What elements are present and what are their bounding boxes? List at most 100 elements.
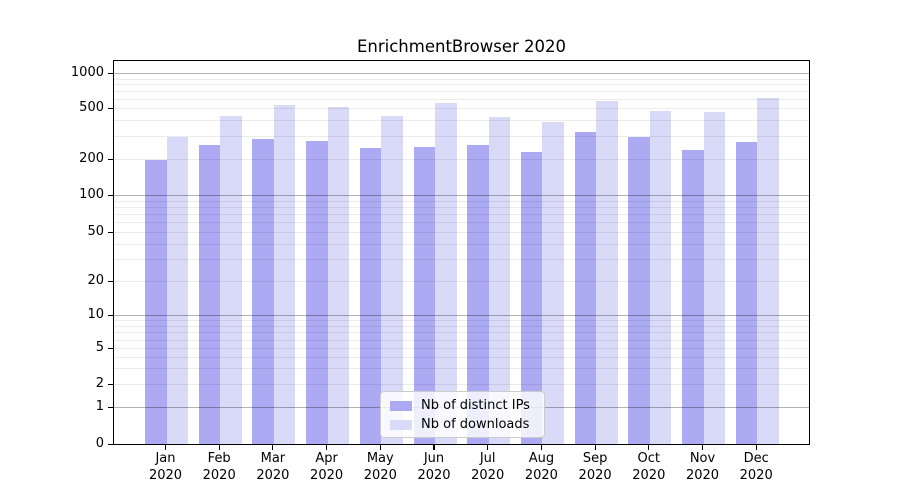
x-tick-label-may: May 2020 [363, 451, 397, 483]
legend: Nb of distinct IPs Nb of downloads [380, 391, 545, 438]
y-gridline-minor-20 [114, 280, 809, 282]
y-gridline-minor-2 [114, 384, 809, 386]
y-tick-label-1000: 1000 [70, 65, 104, 81]
y-gridline-minor-30 [114, 259, 809, 261]
y-gridline-major-10 [114, 315, 809, 317]
y-tick-label-5: 5 [95, 340, 104, 356]
bar-nb-of-downloads-feb [220, 115, 242, 444]
y-gridline-minor-200 [114, 159, 809, 160]
bar-nb-of-distinct-ips-mar [252, 138, 274, 444]
y-gridline-minor-300 [114, 136, 809, 138]
y-gridline-minor-8 [114, 325, 809, 327]
bar-nb-of-downloads-sep [596, 100, 618, 444]
bar-nb-of-downloads-may [381, 115, 403, 444]
y-gridline-minor-50 [114, 232, 809, 233]
y-tick-mark-10 [108, 315, 113, 317]
y-tick-mark-5 [108, 348, 113, 350]
x-tick-mark-jul [487, 445, 489, 450]
x-tick-label-jun: Jun 2020 [417, 451, 451, 483]
y-tick-label-50: 50 [87, 224, 104, 239]
y-gridline-minor-600 [114, 98, 809, 100]
bar-nb-of-downloads-nov [703, 111, 725, 444]
y-tick-mark-2 [108, 384, 113, 386]
x-tick-mark-may [379, 445, 381, 450]
x-tick-mark-apr [326, 445, 328, 450]
y-gridline-minor-500 [114, 107, 809, 109]
y-gridline-minor-900 [114, 78, 809, 80]
bar-nb-of-distinct-ips-oct [628, 136, 650, 444]
legend-swatch-distinct-ips [390, 400, 412, 411]
x-tick-mark-jun [433, 445, 435, 450]
bar-nb-of-downloads-jan [166, 136, 188, 444]
bar-nb-of-downloads-aug [542, 122, 564, 444]
y-tick-mark-100 [108, 195, 113, 197]
y-tick-mark-1000 [108, 73, 113, 75]
x-tick-mark-oct [648, 445, 650, 450]
y-tick-label-0: 0 [95, 435, 104, 451]
legend-entry-downloads: Nb of downloads [390, 416, 535, 433]
x-tick-mark-mar [272, 445, 274, 450]
y-gridline-minor-60 [114, 222, 809, 224]
bar-nb-of-distinct-ips-jan [145, 159, 167, 444]
bar-nb-of-downloads-jul [488, 116, 511, 444]
bar-nb-of-distinct-ips-dec [735, 141, 758, 444]
y-gridline-minor-6 [114, 339, 809, 341]
chart-title: EnrichmentBrowser 2020 [356, 37, 567, 56]
y-tick-mark-0 [108, 443, 113, 445]
y-gridline-minor-4 [114, 357, 809, 359]
y-gridline-minor-80 [114, 206, 809, 208]
legend-entry-distinct-ips: Nb of distinct IPs [390, 397, 535, 414]
y-tick-mark-200 [108, 159, 113, 161]
x-tick-label-jul: Jul 2020 [471, 451, 505, 483]
x-tick-label-apr: Apr 2020 [310, 451, 344, 483]
bar-nb-of-distinct-ips-jun [413, 146, 435, 444]
bar-nb-of-distinct-ips-feb [198, 144, 221, 444]
legend-label-downloads: Nb of downloads [421, 417, 530, 432]
x-tick-label-jan: Jan 2020 [148, 451, 183, 483]
y-tick-label-500: 500 [79, 99, 104, 115]
y-gridline-minor-800 [114, 84, 809, 86]
bar-nb-of-distinct-ips-apr [306, 141, 328, 444]
plot-area [113, 60, 810, 445]
y-tick-label-20: 20 [87, 272, 104, 288]
x-tick-mark-sep [594, 445, 596, 450]
bar-nb-of-distinct-ips-may [359, 147, 382, 444]
x-tick-label-oct: Oct 2020 [632, 451, 666, 483]
x-tick-label-aug: Aug 2020 [524, 451, 558, 483]
bar-nb-of-downloads-oct [649, 110, 672, 444]
y-tick-label-2: 2 [95, 376, 104, 392]
bar-nb-of-downloads-mar [273, 105, 296, 444]
bar-nb-of-distinct-ips-nov [682, 149, 704, 444]
bar-nb-of-distinct-ips-jul [467, 145, 489, 444]
x-tick-label-feb: Feb 2020 [202, 451, 236, 483]
y-gridline-major-1000 [114, 73, 809, 75]
y-gridline-minor-700 [114, 91, 809, 92]
x-tick-label-mar: Mar 2020 [256, 451, 290, 483]
y-gridline-minor-90 [114, 200, 809, 202]
y-tick-mark-50 [108, 232, 113, 234]
y-tick-label-100: 100 [79, 187, 104, 202]
y-gridline-minor-40 [114, 243, 809, 245]
y-gridline-minor-7 [114, 332, 809, 334]
bar-nb-of-downloads-apr [327, 107, 350, 444]
y-gridline-major-100 [114, 195, 809, 196]
x-tick-mark-feb [218, 445, 220, 450]
x-tick-label-dec: Dec 2020 [739, 451, 773, 483]
x-tick-mark-nov [701, 445, 704, 450]
y-tick-mark-1 [108, 407, 113, 409]
bar-nb-of-distinct-ips-sep [574, 131, 597, 444]
y-gridline-minor-9 [114, 320, 809, 322]
y-tick-mark-500 [108, 107, 113, 109]
y-gridline-minor-70 [114, 214, 809, 216]
bar-nb-of-distinct-ips-aug [520, 151, 543, 444]
y-gridline-minor-5 [114, 348, 809, 350]
x-tick-label-sep: Sep 2020 [578, 451, 612, 483]
y-tick-label-200: 200 [79, 151, 104, 166]
y-gridline-minor-400 [114, 120, 809, 122]
legend-label-distinct-ips: Nb of distinct IPs [421, 398, 530, 413]
x-tick-label-nov: Nov 2020 [685, 451, 720, 483]
legend-swatch-downloads [390, 419, 412, 430]
y-tick-label-10: 10 [87, 307, 104, 323]
y-tick-mark-20 [108, 280, 113, 282]
